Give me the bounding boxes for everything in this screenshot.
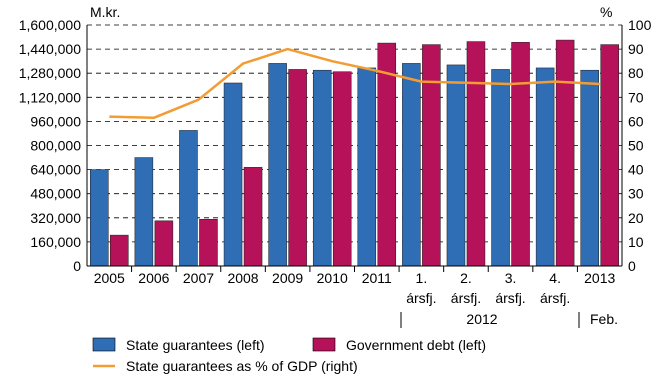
bar-government-debt-11 (600, 44, 619, 267)
legend-label-state-guarantees: State guarantees (left) (126, 337, 265, 353)
category-label-0: 2005 (94, 270, 125, 286)
bars-group (90, 39, 619, 267)
left-tick-label-2: 320,000 (30, 210, 81, 226)
bar-government-debt-10 (555, 39, 575, 267)
bar-government-debt-5 (332, 71, 352, 267)
bar-state-guarantees-0 (90, 169, 109, 267)
bar-state-guarantees-4 (268, 63, 287, 267)
right-axis-ticks: 0 10 20 30 40 50 60 70 80 90 100 (628, 17, 652, 274)
category-labels: 2005 2006 2007 2008 2009 2010 2011 1. ársfj. 2. ár… (94, 266, 615, 306)
bar-government-debt-1 (154, 220, 174, 267)
bar-government-debt-6 (377, 42, 397, 267)
bar-state-guarantees-5 (312, 69, 332, 267)
bar-state-guarantees-6 (357, 67, 377, 267)
legend-item-government-debt: Government debt (left) (312, 337, 486, 353)
category-label-2: 2007 (183, 270, 214, 286)
right-tick-label-7: 70 (628, 89, 644, 105)
left-tick-label-4: 640,000 (30, 162, 81, 178)
bar-state-guarantees-1 (134, 157, 154, 267)
line-series-group (109, 47, 600, 120)
bar-state-guarantees-8 (446, 64, 466, 267)
left-tick-label-8: 1,280,000 (19, 65, 81, 81)
group-label-2012: 2012 (466, 311, 497, 327)
right-tick-label-2: 20 (628, 210, 644, 226)
right-tick-label-3: 30 (628, 186, 644, 202)
legend-label-government-debt: Government debt (left) (346, 337, 486, 353)
category-label-10: 4. (549, 270, 561, 286)
grid-lines (87, 24, 622, 243)
category-sublabel-8: ársfj. (451, 290, 481, 306)
category-label-6: 2011 (362, 270, 392, 286)
legend-label-gdp-line: State guarantees as % of GDP (right) (126, 358, 358, 374)
bar-state-guarantees-7 (402, 63, 421, 267)
right-tick-label-10: 100 (628, 17, 652, 33)
group-labels: 2012 Feb. (400, 311, 618, 328)
category-label-11: 2013 (584, 270, 615, 286)
left-tick-label-6: 960,000 (30, 113, 81, 129)
bar-government-debt-9 (511, 42, 530, 267)
right-axis-unit: % (600, 4, 612, 20)
bar-state-guarantees-11 (580, 69, 599, 267)
category-label-4: 2009 (272, 270, 303, 286)
left-tick-label-9: 1,440,000 (19, 41, 81, 57)
bar-state-guarantees-2 (179, 130, 198, 267)
bar-government-debt-8 (466, 41, 486, 267)
right-tick-label-1: 10 (628, 234, 644, 250)
group-label-feb: Feb. (590, 311, 618, 327)
category-label-9: 3. (505, 270, 517, 286)
left-tick-label-1: 160,000 (30, 234, 81, 250)
line-state-guarantees-gdp (109, 47, 600, 120)
category-label-8: 2. (460, 270, 472, 286)
bar-government-debt-7 (422, 44, 441, 267)
category-label-1: 2006 (138, 270, 169, 286)
left-axis-ticks: 0 160,000 320,000 480,000 640,000 800,000 960,… (19, 17, 82, 274)
right-tick-label-4: 40 (628, 162, 644, 178)
category-sublabel-7: ársfj. (406, 290, 436, 306)
legend-item-gdp-line: State guarantees as % of GDP (right) (93, 358, 358, 374)
bar-state-guarantees-9 (491, 69, 510, 267)
bar-state-guarantees-10 (535, 67, 555, 267)
bar-government-debt-4 (288, 69, 307, 267)
right-tick-label-5: 50 (628, 138, 644, 154)
right-tick-label-9: 90 (628, 41, 644, 57)
right-tick-label-8: 80 (628, 65, 644, 81)
bar-government-debt-0 (110, 234, 129, 267)
category-label-3: 2008 (227, 270, 258, 286)
bar-government-debt-3 (243, 167, 263, 267)
legend-swatch-state-guarantees (92, 337, 116, 352)
legend-item-state-guarantees: State guarantees (left) (92, 337, 265, 353)
right-tick-label-0: 0 (628, 258, 636, 274)
bar-government-debt-2 (199, 219, 218, 267)
left-tick-label-5: 800,000 (30, 138, 81, 154)
legend: State guarantees (left) Government debt … (92, 337, 486, 374)
left-tick-label-7: 1,120,000 (19, 89, 81, 105)
legend-swatch-government-debt (312, 337, 336, 352)
category-label-5: 2010 (317, 270, 348, 286)
category-sublabel-10: ársfj. (540, 290, 570, 306)
left-tick-label-3: 480,000 (30, 186, 81, 202)
bar-state-guarantees-3 (223, 82, 243, 267)
right-tick-label-6: 60 (628, 113, 644, 129)
left-axis-unit: M.kr. (90, 4, 120, 20)
left-tick-label-10: 1,600,000 (19, 17, 81, 33)
category-label-7: 1. (416, 270, 428, 286)
category-sublabel-9: ársfj. (495, 290, 525, 306)
left-tick-label-0: 0 (73, 258, 81, 274)
